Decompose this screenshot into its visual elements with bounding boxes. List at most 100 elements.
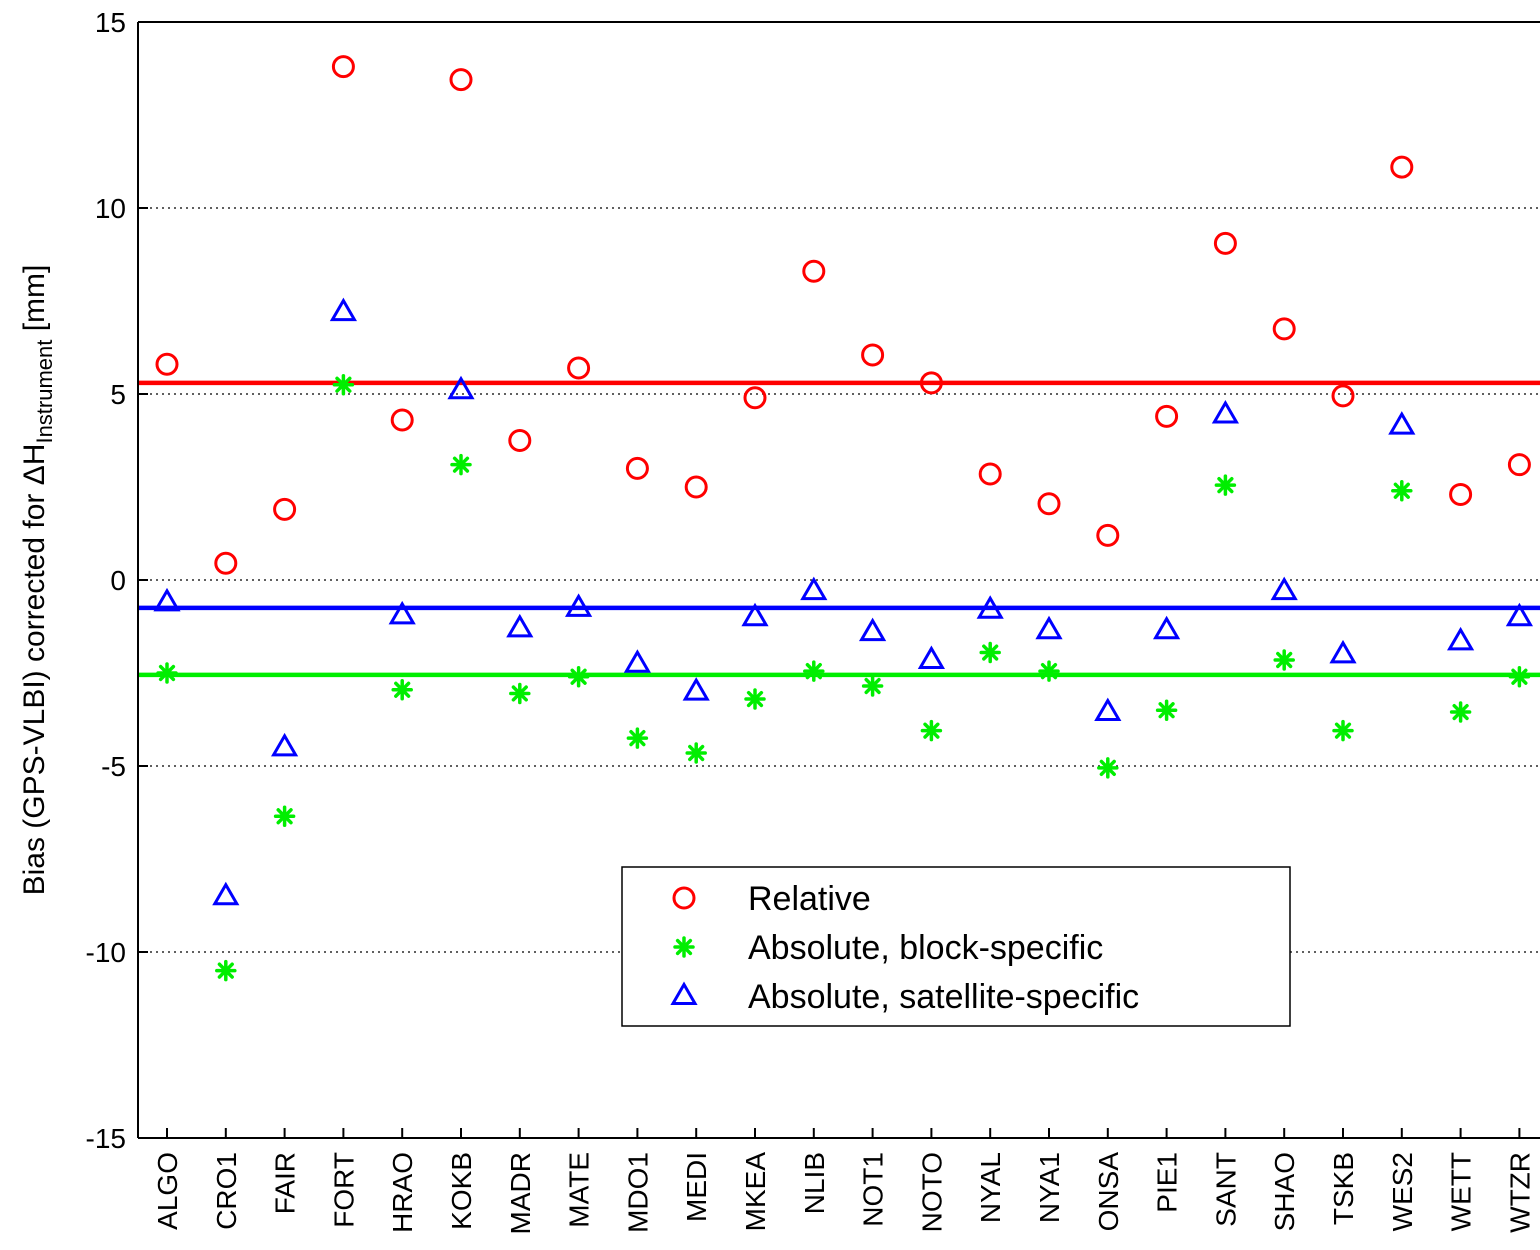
asterisk-point-stroke (1158, 702, 1175, 719)
asterisk-point-stroke (217, 962, 234, 979)
x-tick-label: WES2 (1387, 1152, 1418, 1231)
circle-point (1037, 492, 1061, 516)
asterisk-point (803, 660, 825, 682)
x-tick-label: MKEA (740, 1152, 771, 1232)
circle-point (1213, 231, 1237, 255)
circle-point (214, 551, 238, 575)
asterisk-point (1332, 719, 1354, 742)
triangle-point (1152, 615, 1181, 640)
y-tick-label: -10 (86, 937, 126, 968)
asterisk-point (1391, 479, 1413, 502)
circle-point (978, 462, 1002, 486)
legend-box (621, 866, 1291, 1027)
y-axis-label-suffix: [mm] (18, 265, 51, 340)
y-ticks: -15 -10 -5 0 5 10 15 (86, 7, 148, 1154)
asterisk-point-stroke (570, 668, 587, 685)
x-tick-label: NYA1 (1034, 1152, 1065, 1223)
asterisk-point-stroke (923, 722, 940, 739)
x-tick-label: WTZR (1504, 1152, 1535, 1233)
x-tick-label: MEDI (681, 1152, 712, 1222)
y-tick-label: -5 (101, 751, 126, 782)
triangle-point (623, 649, 652, 673)
circle-point (1155, 404, 1179, 428)
triangle-point (506, 613, 534, 638)
asterisk-point-stroke (276, 808, 293, 825)
legend-triangle-marker (670, 981, 698, 1005)
asterisk-point (391, 678, 413, 701)
asterisk-point-stroke (1393, 482, 1410, 499)
asterisk-point (626, 727, 649, 749)
triangle-point (976, 595, 1004, 619)
asterisk-point-stroke (982, 644, 999, 661)
triangle-point (1505, 602, 1534, 627)
series-triangle (153, 297, 1534, 906)
legend-circle-marker (672, 886, 696, 910)
circle-point (743, 386, 767, 410)
asterisk-point-stroke (394, 681, 411, 698)
asterisk-point (567, 665, 590, 688)
asterisk-point-stroke (1217, 477, 1234, 494)
asterisk-point (273, 805, 296, 827)
triangle-point (329, 297, 358, 322)
x-tick-label: MADR (505, 1152, 536, 1234)
asterisk-point (744, 688, 766, 710)
triangle-point (447, 375, 475, 400)
asterisk-point (920, 719, 943, 742)
circle-point (449, 68, 473, 92)
y-tick-label: 10 (95, 193, 126, 224)
asterisk-point (450, 453, 472, 476)
asterisk-point (1155, 699, 1178, 721)
circle-point (508, 429, 532, 452)
asterisk-point-stroke (511, 685, 528, 702)
y-tick-label: -15 (86, 1123, 126, 1154)
legend-asterisk-marker (673, 936, 695, 958)
triangle-point (1035, 615, 1063, 640)
x-tick-label: FORT (328, 1152, 359, 1228)
triangle-point (1329, 639, 1357, 664)
asterisk-point-stroke (452, 456, 470, 473)
circle-point (625, 456, 649, 480)
x-tick-label: KOKB (446, 1152, 477, 1230)
legend: Relative Absolute, block-specific Absolute… (621, 866, 1291, 1027)
circle-point (567, 356, 591, 380)
y-axis-label-prefix: Bias (GPS-VLBI) corrected for (18, 485, 51, 895)
y-axis-label-h: H (18, 444, 51, 466)
circle-point (1331, 384, 1355, 408)
x-tick-label: WETT (1446, 1152, 1477, 1231)
circle-point (1507, 453, 1531, 477)
circle-point (155, 352, 179, 376)
circle-point (919, 371, 943, 395)
legend-label: Relative (748, 880, 871, 918)
asterisk-point (1508, 665, 1531, 688)
asterisk-point (1214, 474, 1237, 496)
x-tick-label: PIE1 (1152, 1152, 1183, 1213)
x-tick-label: TSKB (1328, 1152, 1359, 1225)
asterisk-point (1097, 757, 1119, 779)
x-tick-label: NOT1 (858, 1152, 889, 1227)
x-tick-label: ALGO (152, 1152, 183, 1230)
triangle-point (153, 587, 181, 612)
circle-point (684, 475, 708, 499)
asterisk-point-stroke (629, 729, 646, 747)
triangle-point (1388, 411, 1416, 435)
x-tick-label: SHAO (1269, 1152, 1300, 1231)
x-ticks: ALGO CRO1 FAIR FORT HRAO KOKB MADR MATE MDO1 MEDI… (152, 1128, 1535, 1234)
circle-point (273, 497, 297, 521)
y-tick-label: 15 (95, 7, 126, 38)
asterisk-point-stroke (335, 376, 352, 393)
triangle-point (212, 881, 240, 906)
asterisk-point-stroke (688, 744, 705, 762)
x-tick-label: NOTO (916, 1152, 947, 1232)
triangle-point (858, 617, 887, 642)
legend-asterisk-marker-stroke (675, 938, 693, 956)
legend-label: Absolute, satellite-specific (748, 978, 1139, 1016)
triangle-point (917, 645, 946, 669)
asterisk-point-stroke (1040, 663, 1058, 680)
asterisk-point-stroke (1099, 759, 1116, 776)
x-tick-label: CRO1 (211, 1152, 242, 1230)
circle-point (802, 259, 826, 283)
triangle-point (564, 593, 593, 617)
triangle-point (1211, 399, 1240, 424)
y-axis-label: Bias (GPS-VLBI) corrected for ΔHInstrume… (18, 265, 57, 896)
